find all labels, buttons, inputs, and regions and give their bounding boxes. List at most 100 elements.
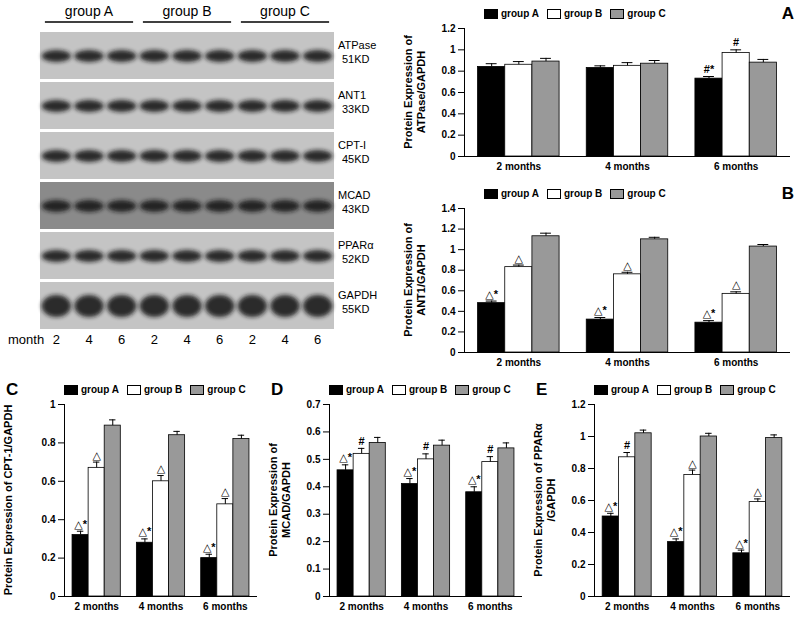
svg-text:0: 0 xyxy=(450,151,456,162)
svg-text:0.4: 0.4 xyxy=(442,306,456,317)
svg-text:45KD: 45KD xyxy=(342,153,370,165)
svg-text:0.2: 0.2 xyxy=(307,536,321,547)
svg-text:#: # xyxy=(487,443,493,455)
svg-text:2 months: 2 months xyxy=(74,601,119,612)
svg-text:△*: △* xyxy=(339,451,352,463)
svg-text:1: 1 xyxy=(450,244,456,255)
svg-text:4: 4 xyxy=(183,332,190,347)
svg-text:4: 4 xyxy=(85,332,92,347)
svg-text:0.3: 0.3 xyxy=(307,508,321,519)
svg-text:0: 0 xyxy=(50,591,56,602)
svg-text:1: 1 xyxy=(450,44,456,55)
svg-text:△*: △* xyxy=(139,525,152,537)
svg-text:△: △ xyxy=(732,278,741,290)
svg-text:1.4: 1.4 xyxy=(442,203,456,214)
svg-text:#: # xyxy=(624,439,630,451)
svg-text:55KD: 55KD xyxy=(342,303,370,315)
svg-text:6 months: 6 months xyxy=(203,601,248,612)
svg-text:2: 2 xyxy=(151,332,158,347)
svg-text:0: 0 xyxy=(580,591,586,602)
svg-text:△: △ xyxy=(754,485,763,497)
svg-text:0.8: 0.8 xyxy=(572,463,586,474)
svg-text:△: △ xyxy=(623,259,632,271)
svg-text:PPARα: PPARα xyxy=(338,239,374,251)
svg-text:0.6: 0.6 xyxy=(442,285,456,296)
svg-text:△*: △* xyxy=(468,473,481,485)
svg-text:month: month xyxy=(8,332,44,347)
svg-text:2 months: 2 months xyxy=(339,601,384,612)
svg-text:2 months: 2 months xyxy=(497,161,542,172)
svg-text:△*: △* xyxy=(594,304,607,316)
svg-text:0.2: 0.2 xyxy=(42,552,56,563)
svg-text:GAPDH: GAPDH xyxy=(338,289,377,301)
svg-text:△*: △* xyxy=(404,465,417,477)
svg-text:6: 6 xyxy=(314,332,321,347)
svg-text:△: △ xyxy=(688,457,697,469)
svg-text:ATPase: ATPase xyxy=(338,39,376,51)
svg-text:4: 4 xyxy=(281,332,288,347)
svg-text:△*: △* xyxy=(74,518,87,530)
svg-text:1: 1 xyxy=(580,431,586,442)
svg-text:1.2: 1.2 xyxy=(442,223,456,234)
svg-text:group B: group B xyxy=(162,3,211,19)
svg-text:6: 6 xyxy=(118,332,125,347)
svg-text:51KD: 51KD xyxy=(342,53,370,65)
svg-text:2: 2 xyxy=(249,332,256,347)
svg-text:△: △ xyxy=(92,449,101,461)
svg-text:△: △ xyxy=(515,252,524,264)
svg-text:△*: △* xyxy=(485,288,498,300)
svg-text:ANT1: ANT1 xyxy=(338,89,366,101)
svg-text:MCAD: MCAD xyxy=(338,189,370,201)
svg-text:6 months: 6 months xyxy=(468,601,513,612)
svg-text:0.4: 0.4 xyxy=(42,514,56,525)
svg-text:4 months: 4 months xyxy=(605,161,650,172)
svg-text:△: △ xyxy=(221,485,230,497)
svg-text:52KD: 52KD xyxy=(342,253,370,265)
svg-text:0: 0 xyxy=(315,591,321,602)
svg-text:0.8: 0.8 xyxy=(442,264,456,275)
svg-text:0.6: 0.6 xyxy=(42,476,56,487)
svg-text:4 months: 4 months xyxy=(605,357,650,368)
svg-text:0.6: 0.6 xyxy=(442,87,456,98)
svg-text:△*: △* xyxy=(670,525,683,537)
svg-text:43KD: 43KD xyxy=(342,203,370,215)
svg-text:2 months: 2 months xyxy=(605,601,650,612)
svg-text:#: # xyxy=(733,36,739,48)
svg-text:0: 0 xyxy=(450,347,456,358)
svg-text:6 months: 6 months xyxy=(714,357,759,368)
svg-text:6: 6 xyxy=(216,332,223,347)
svg-text:0.2: 0.2 xyxy=(442,326,456,337)
svg-text:△*: △* xyxy=(703,307,716,319)
svg-text:CPT-I: CPT-I xyxy=(338,139,366,151)
svg-text:6 months: 6 months xyxy=(714,161,759,172)
svg-text:0.8: 0.8 xyxy=(442,65,456,76)
svg-text:4 months: 4 months xyxy=(404,601,449,612)
svg-text:group A: group A xyxy=(65,3,114,19)
svg-text:0.5: 0.5 xyxy=(307,454,321,465)
svg-text:1: 1 xyxy=(50,399,56,410)
svg-text:1.2: 1.2 xyxy=(442,23,456,34)
svg-text:2: 2 xyxy=(53,332,60,347)
svg-text:△: △ xyxy=(157,462,166,474)
svg-text:0.1: 0.1 xyxy=(307,563,321,574)
svg-text:33KD: 33KD xyxy=(342,103,370,115)
svg-text:△*: △* xyxy=(604,500,617,512)
svg-text:0.7: 0.7 xyxy=(307,399,321,410)
svg-text:group C: group C xyxy=(260,3,310,19)
svg-text:0.8: 0.8 xyxy=(42,437,56,448)
svg-text:#: # xyxy=(359,435,365,447)
svg-text:0.6: 0.6 xyxy=(307,426,321,437)
svg-text:△*: △* xyxy=(203,541,216,553)
svg-text:0.6: 0.6 xyxy=(572,495,586,506)
svg-text:0.2: 0.2 xyxy=(442,129,456,140)
svg-text:△*: △* xyxy=(735,537,748,549)
svg-text:#*: #* xyxy=(704,63,715,75)
svg-text:1.2: 1.2 xyxy=(572,399,586,410)
svg-text:0.4: 0.4 xyxy=(307,481,321,492)
svg-text:#: # xyxy=(423,440,429,452)
svg-text:0.4: 0.4 xyxy=(572,527,586,538)
svg-text:4 months: 4 months xyxy=(670,601,715,612)
svg-text:2 months: 2 months xyxy=(497,357,542,368)
svg-text:0.4: 0.4 xyxy=(442,108,456,119)
svg-text:0.2: 0.2 xyxy=(572,559,586,570)
